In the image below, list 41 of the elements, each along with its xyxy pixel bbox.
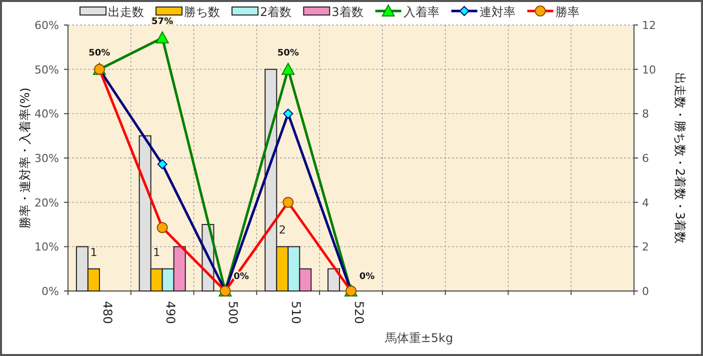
y-tick-label: 50% <box>34 63 59 76</box>
data-label: 1 <box>153 246 160 259</box>
y-tick-label: 10% <box>34 240 59 254</box>
y-tick-label: 0% <box>42 285 59 298</box>
legend-label: 出走数 <box>108 5 144 19</box>
data-label: 0% <box>359 272 375 282</box>
data-label: 1 <box>90 246 98 259</box>
y-axis-title: 勝率・連対率・入着率(%) <box>18 88 32 228</box>
bar <box>328 268 340 292</box>
x-tick-label: 500 <box>226 301 240 324</box>
data-label: 50% <box>277 48 299 58</box>
point <box>156 31 169 44</box>
y2-tick-label: 6 <box>642 152 649 165</box>
y2-tick-label: 0 <box>642 285 649 298</box>
legend-label: 3着数 <box>332 5 364 19</box>
data-label: 50% <box>88 48 110 58</box>
data-label: 2 <box>278 224 286 237</box>
point <box>157 159 168 170</box>
y2-tick-label: 4 <box>642 196 649 210</box>
data-label: 57% <box>152 16 174 27</box>
y-tick-label: 40% <box>34 108 59 121</box>
y2-tick-label: 12 <box>642 19 656 32</box>
legend-label: 入着率 <box>403 5 440 19</box>
x-axis-title: 馬体重±5kg <box>384 331 454 345</box>
point <box>283 108 294 119</box>
x-tick-label: 520 <box>352 301 366 324</box>
y2-axis-title: 出走数・勝ち数・2着数・3着数 <box>673 72 687 244</box>
x-tick-label: 480 <box>100 301 114 324</box>
legend-label: 勝ち数 <box>184 5 220 19</box>
y2-tick-label: 10 <box>642 63 656 76</box>
legend-label: 連対率 <box>479 5 516 19</box>
x-tick-label: 490 <box>163 301 178 324</box>
legend-label: 2着数 <box>260 5 292 19</box>
y-tick-label: 20% <box>34 196 59 210</box>
y2-tick-label: 8 <box>642 108 649 121</box>
y-tick-label: 60% <box>34 19 59 32</box>
y-tick-label: 30% <box>34 152 59 165</box>
point <box>282 62 295 75</box>
x-tick-label: 510 <box>289 301 304 324</box>
y2-tick-label: 2 <box>642 240 649 254</box>
legend-label: 勝率 <box>555 5 580 19</box>
